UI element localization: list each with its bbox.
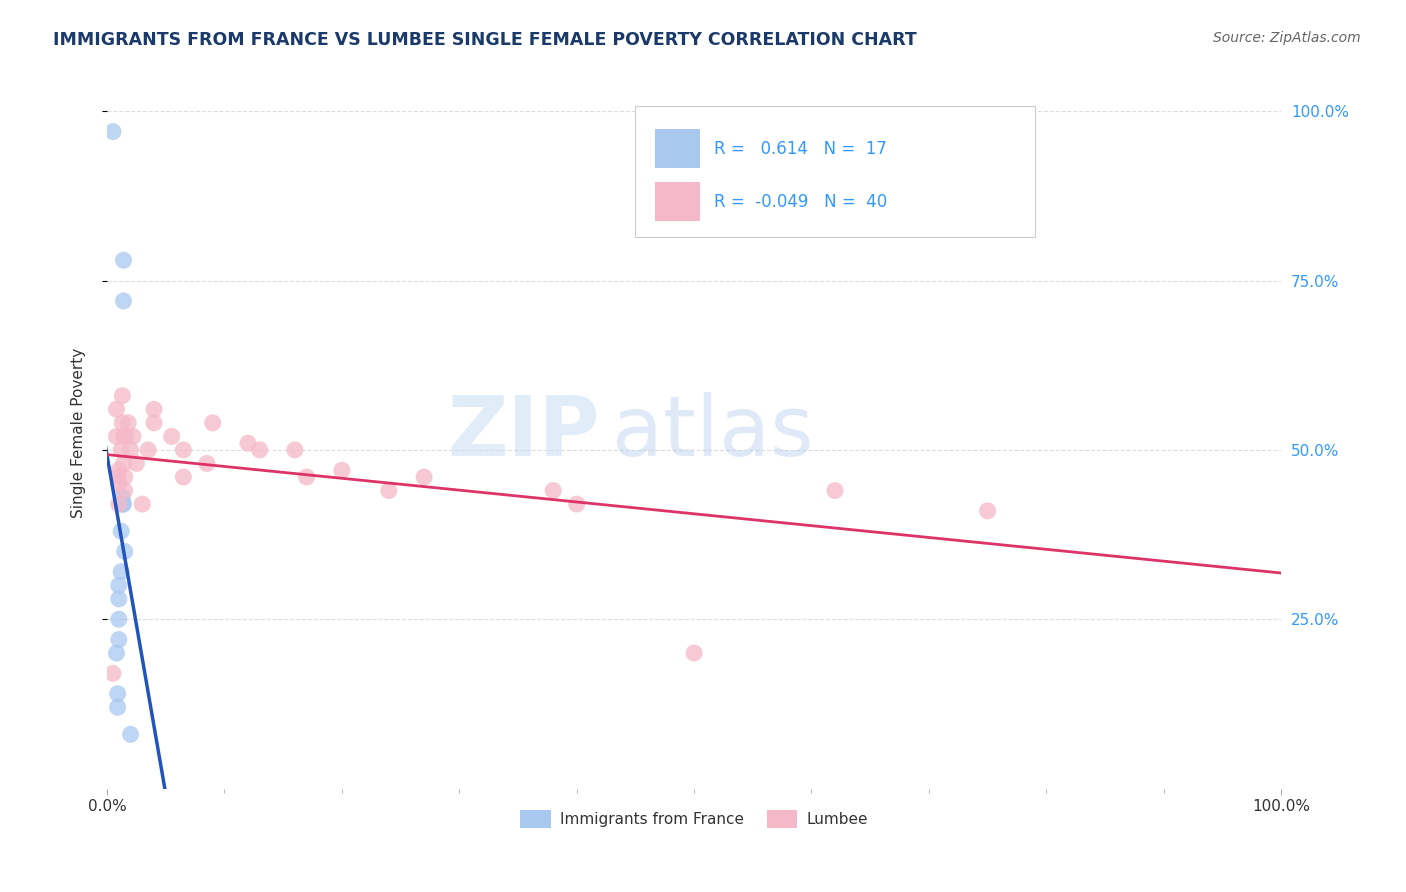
FancyBboxPatch shape	[636, 106, 1035, 237]
Point	[110, 565, 132, 579]
Point	[120, 442, 142, 457]
Point	[249, 442, 271, 457]
Legend: Immigrants from France, Lumbee: Immigrants from France, Lumbee	[515, 805, 875, 834]
Point	[107, 470, 129, 484]
Point	[114, 544, 136, 558]
Text: atlas: atlas	[612, 392, 814, 474]
Point	[565, 497, 588, 511]
Point	[122, 429, 145, 443]
Point	[114, 470, 136, 484]
Point	[172, 470, 194, 484]
Bar	[655, 129, 700, 168]
Point	[107, 687, 129, 701]
Point	[108, 591, 131, 606]
Point	[683, 646, 706, 660]
Text: IMMIGRANTS FROM FRANCE VS LUMBEE SINGLE FEMALE POVERTY CORRELATION CHART: IMMIGRANTS FROM FRANCE VS LUMBEE SINGLE …	[53, 31, 917, 49]
Point	[111, 491, 134, 505]
Point	[112, 429, 135, 443]
Point	[108, 463, 131, 477]
Point	[105, 429, 128, 443]
Point	[110, 442, 132, 457]
Point	[131, 497, 153, 511]
Point	[160, 429, 183, 443]
Point	[330, 463, 353, 477]
Text: Source: ZipAtlas.com: Source: ZipAtlas.com	[1213, 31, 1361, 45]
Point	[125, 457, 148, 471]
Text: R =  -0.049   N =  40: R = -0.049 N = 40	[714, 193, 887, 211]
Point	[112, 293, 135, 308]
Point	[201, 416, 224, 430]
Point	[824, 483, 846, 498]
Point	[112, 497, 135, 511]
Text: ZIP: ZIP	[447, 392, 600, 474]
Point	[378, 483, 401, 498]
Point	[108, 476, 131, 491]
Point	[105, 646, 128, 660]
Point	[136, 442, 159, 457]
Point	[108, 612, 131, 626]
Point	[105, 402, 128, 417]
Point	[114, 483, 136, 498]
Point	[172, 442, 194, 457]
Point	[976, 504, 998, 518]
Point	[295, 470, 318, 484]
Point	[108, 632, 131, 647]
Point	[111, 416, 134, 430]
Point	[115, 429, 138, 443]
Point	[117, 416, 139, 430]
Point	[112, 253, 135, 268]
Point	[111, 497, 134, 511]
Point	[108, 497, 131, 511]
Point	[112, 457, 135, 471]
Point	[195, 457, 218, 471]
Point	[541, 483, 564, 498]
Point	[284, 442, 307, 457]
Y-axis label: Single Female Poverty: Single Female Poverty	[72, 348, 86, 518]
Point	[110, 524, 132, 538]
Point	[108, 578, 131, 592]
Point	[101, 666, 124, 681]
Point	[143, 416, 166, 430]
Point	[101, 125, 124, 139]
Point	[111, 389, 134, 403]
Point	[236, 436, 259, 450]
Point	[413, 470, 436, 484]
Bar	[655, 182, 700, 221]
Point	[107, 700, 129, 714]
Point	[143, 402, 166, 417]
Point	[120, 727, 142, 741]
Text: R =   0.614   N =  17: R = 0.614 N = 17	[714, 139, 887, 158]
